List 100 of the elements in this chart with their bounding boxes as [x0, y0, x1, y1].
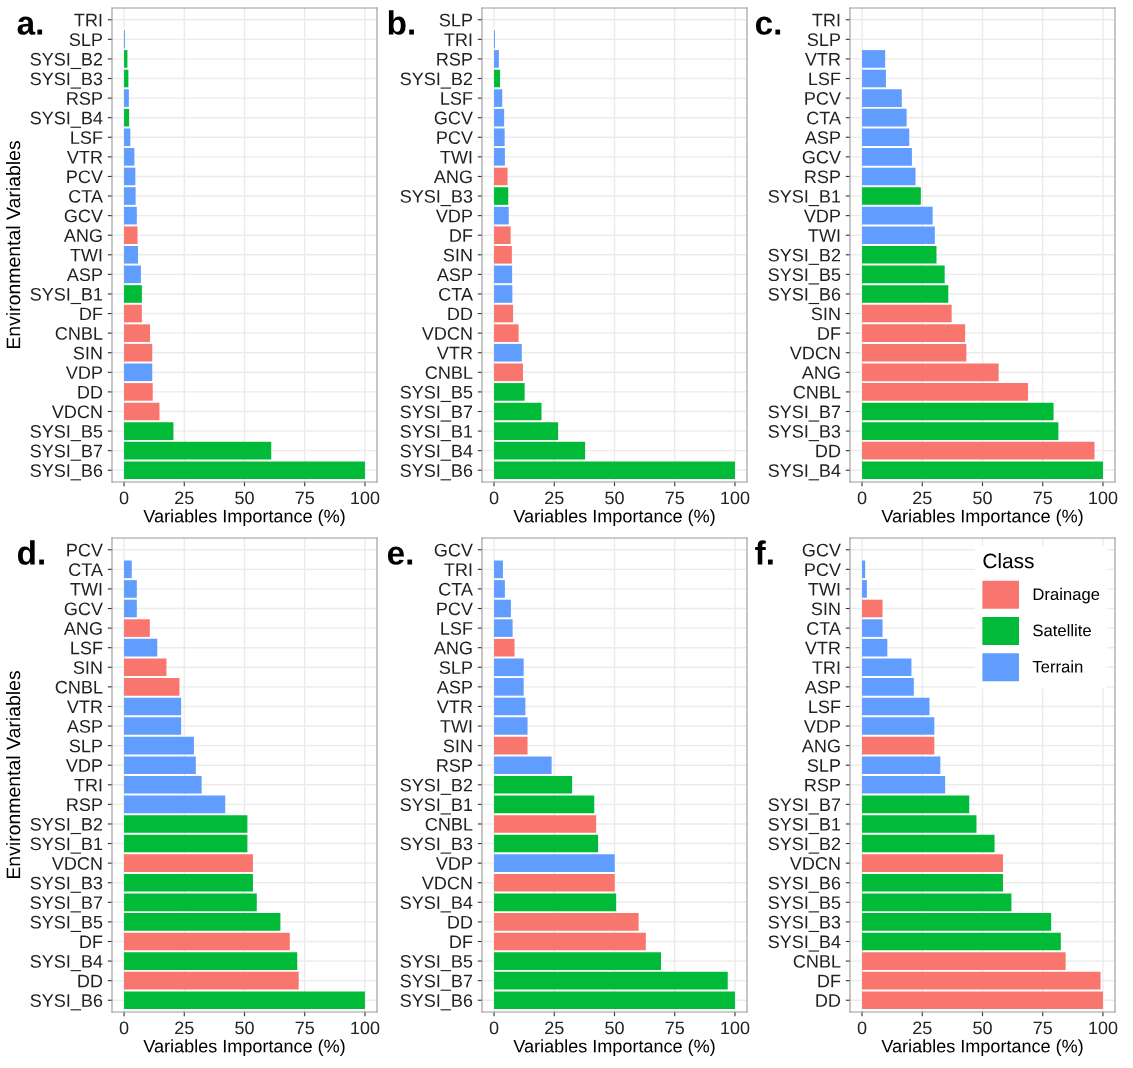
y-tick-label: SYSI_B6 [400, 994, 473, 1011]
x-tick-label: 0 [489, 1021, 499, 1035]
y-tick-label: SYSI_B7 [768, 405, 841, 422]
x-tick-label: 100 [351, 1021, 380, 1035]
x-tick-label: 0 [857, 1021, 867, 1035]
x-tick-label: 100 [721, 491, 750, 505]
bar [124, 971, 299, 990]
bar [124, 952, 298, 970]
y-tick-label: SYSI_B5 [768, 268, 841, 285]
y-tick-label: CTA [69, 189, 103, 203]
bar [124, 441, 272, 460]
bar [862, 265, 945, 284]
bar [494, 245, 512, 264]
y-tick-label: SLP [807, 33, 841, 47]
bar [124, 991, 365, 1010]
y-tick-label: VDP [65, 366, 103, 379]
y-tick-label: GCV [802, 150, 841, 164]
bar [124, 717, 182, 735]
bar [862, 658, 912, 677]
bar [862, 815, 977, 833]
bar [124, 108, 130, 127]
y-tick-label: TWI [440, 150, 472, 164]
bar [124, 736, 194, 755]
bar [494, 304, 514, 323]
y-tick-label: GCV [434, 111, 473, 125]
x-tick-label: 75 [295, 1021, 315, 1035]
bar [494, 343, 522, 362]
bar [494, 206, 509, 225]
chart-title: d. [17, 540, 44, 565]
x-tick-label: 100 [1089, 1021, 1118, 1035]
bar [862, 167, 916, 186]
y-tick-label: VTR [436, 346, 473, 360]
bar [124, 697, 182, 716]
bar [124, 893, 257, 912]
legend-label: Terrain [1032, 660, 1083, 673]
bar [494, 795, 595, 814]
bar [124, 619, 150, 637]
bar [124, 775, 202, 794]
y-tick-label: DF [818, 974, 841, 988]
y-tick-label: RSP [67, 798, 103, 812]
y-tick-label: SLP [439, 661, 473, 674]
bar [494, 991, 735, 1010]
bar [862, 638, 888, 657]
y-tick-label: ASP [436, 680, 473, 694]
y-tick-label: SYSI_B5 [768, 896, 841, 913]
y-tick-label: CTA [807, 622, 841, 635]
y-tick-label: PCV [805, 563, 841, 577]
bar [862, 285, 949, 303]
bar [862, 343, 967, 362]
bar [494, 952, 661, 970]
y-tick-label: VTR [66, 700, 103, 713]
bar [124, 815, 248, 833]
y-tick-label: SYSI_B3 [400, 837, 473, 854]
y-tick-label: SYSI_B6 [30, 994, 103, 1011]
y-tick-label: SYSI_B2 [400, 778, 473, 795]
x-tick-label: 100 [1089, 491, 1118, 505]
y-tick-label: ANG [801, 739, 840, 753]
y-tick-label: RSP [437, 52, 473, 66]
bar [862, 854, 1003, 872]
bar [494, 265, 513, 284]
y-tick-label: PCV [437, 131, 473, 144]
y-tick-label: DD [448, 307, 473, 321]
bar [124, 913, 281, 931]
bar [494, 599, 511, 618]
y-tick-label: GCV [802, 543, 841, 557]
y-tick-label: SYSI_B4 [400, 444, 473, 461]
y-tick-label: SYSI_B1 [400, 425, 473, 442]
x-tick-label: 50 [605, 1021, 624, 1035]
bar [124, 402, 160, 421]
bar [862, 834, 995, 853]
y-tick-label: LSF [809, 72, 841, 86]
y-tick-label: DF [450, 935, 473, 949]
bar [494, 971, 728, 990]
bar [494, 638, 515, 657]
y-tick-label: GCV [64, 209, 103, 223]
y-tick-label: SYSI_B2 [30, 817, 103, 835]
x-tick-label: 25 [545, 491, 564, 505]
bar [494, 756, 552, 775]
bar [494, 580, 505, 598]
bar [124, 128, 131, 147]
bar [862, 441, 1095, 460]
y-tick-label: SYSI_B4 [768, 935, 841, 952]
y-tick-label: ANG [63, 622, 102, 635]
y-tick-label: LSF [71, 641, 103, 655]
y-tick-label: SYSI_B5 [400, 385, 473, 403]
bar [494, 815, 597, 833]
x-tick-label: 25 [175, 1021, 194, 1035]
y-tick-label: SIN [811, 602, 840, 616]
y-tick-label: VDP [435, 209, 473, 223]
bar [494, 697, 526, 716]
bar [862, 991, 1103, 1010]
y-tick-label: SLP [807, 759, 841, 772]
y-tick-label: SYSI_B5 [400, 955, 473, 972]
y-tick-label: VTR [436, 700, 473, 713]
y-tick-label: TRI [812, 661, 840, 674]
bar [862, 971, 1101, 990]
y-tick-label: LSF [441, 622, 473, 635]
y-tick-label: CNBL [425, 817, 473, 831]
x-tick-label: 50 [973, 1021, 992, 1035]
y-tick-label: CNBL [55, 680, 103, 694]
